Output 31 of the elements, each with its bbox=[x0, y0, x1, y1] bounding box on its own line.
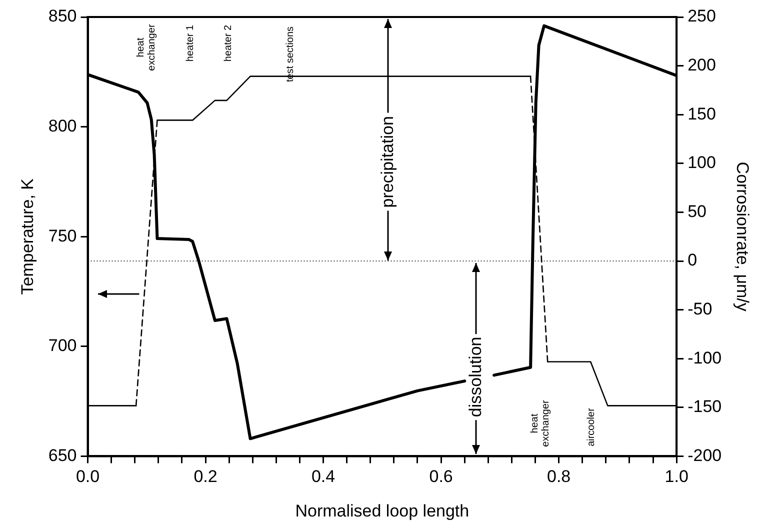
y-tick-label: 650 bbox=[48, 446, 77, 465]
annotation: dissolution bbox=[466, 334, 486, 420]
x-tick-label: 1.0 bbox=[664, 467, 688, 486]
x-tick-label: 0.4 bbox=[311, 467, 336, 486]
y2-tick-label: 100 bbox=[688, 153, 716, 172]
annotation: heat exchanger bbox=[530, 398, 552, 449]
x-tick-label: 0.8 bbox=[546, 467, 571, 486]
y2-tick-label: 250 bbox=[688, 6, 716, 26]
annotation: heater 2 bbox=[222, 24, 234, 62]
y2-tick-label: 200 bbox=[688, 55, 716, 74]
y-tick-label: 800 bbox=[48, 116, 77, 136]
y2-axis-title: Corrosionrate, μm/y bbox=[733, 162, 752, 312]
x-axis-title: Normalised loop length bbox=[295, 501, 470, 520]
y-tick-label: 700 bbox=[48, 336, 77, 356]
annotation: heater 1 bbox=[186, 24, 198, 62]
y2-tick-label: 0 bbox=[688, 250, 698, 270]
x-tick-label: 0.6 bbox=[429, 467, 453, 486]
x-tick-label: 0.2 bbox=[194, 467, 218, 486]
y-axis-title: Temperature, K bbox=[18, 178, 37, 295]
y2-tick-label: 150 bbox=[688, 104, 716, 124]
annotation: aircooler bbox=[586, 408, 598, 447]
x-tick-label: 0.0 bbox=[76, 467, 100, 486]
y-tick-label: 750 bbox=[48, 226, 77, 246]
annotation: heat exchanger bbox=[135, 23, 158, 74]
y2-tick-label: -100 bbox=[688, 348, 722, 368]
y2-tick-label: 50 bbox=[688, 202, 706, 221]
y2-tick-label: -50 bbox=[688, 299, 712, 318]
annotation: precipitation bbox=[378, 113, 397, 211]
y2-tick-label: -150 bbox=[688, 397, 722, 416]
y-tick-label: 850 bbox=[48, 6, 77, 26]
y2-tick-label: -200 bbox=[688, 446, 722, 465]
